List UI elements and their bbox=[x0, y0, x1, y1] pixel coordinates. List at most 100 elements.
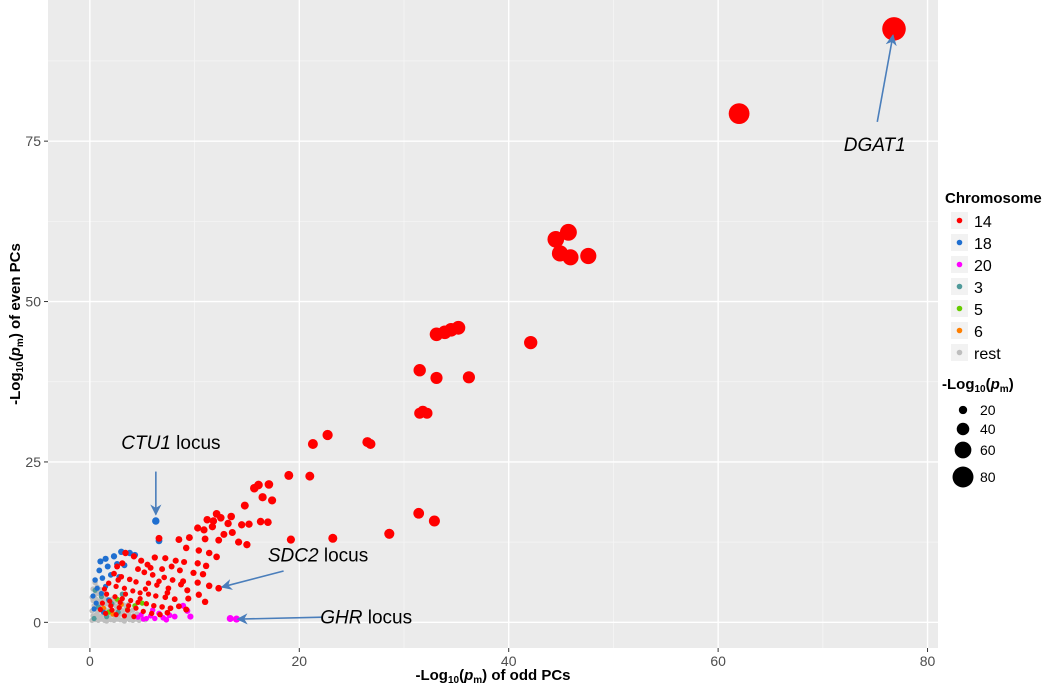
point-chr14 bbox=[176, 567, 183, 574]
point-chr14 bbox=[305, 471, 315, 481]
point-chr18 bbox=[91, 606, 97, 612]
point-chr14 bbox=[215, 584, 223, 592]
point-chr14 bbox=[175, 536, 183, 544]
point-chr18 bbox=[93, 600, 99, 606]
point-chr14 bbox=[133, 605, 139, 611]
point-chr14 bbox=[414, 407, 426, 419]
point-chr14 bbox=[104, 591, 110, 597]
point-chr14 bbox=[559, 223, 577, 241]
point-chr14 bbox=[728, 103, 750, 124]
plot-panel bbox=[48, 0, 938, 648]
point-chr14 bbox=[172, 557, 179, 564]
legend-key-20 bbox=[956, 261, 963, 268]
point-chr14 bbox=[126, 603, 132, 609]
point-chr14 bbox=[429, 327, 444, 342]
point-chr14 bbox=[190, 569, 197, 577]
point-chr14 bbox=[328, 533, 338, 543]
point-chr14 bbox=[153, 593, 159, 599]
point-chr14 bbox=[109, 607, 115, 613]
point-chr18 bbox=[102, 555, 109, 562]
point-chr14 bbox=[365, 439, 376, 449]
legend-size-key-80 bbox=[952, 466, 974, 488]
annotation-arrow bbox=[236, 613, 323, 625]
point-chr14 bbox=[245, 520, 253, 528]
point-chr14 bbox=[264, 480, 274, 489]
point-chr20 bbox=[140, 616, 146, 622]
point-chr14 bbox=[121, 613, 127, 619]
legend: Chromosome 14 18 20 3 5 6 rest -Log10(pm) 20 40 60 8… bbox=[942, 190, 1042, 488]
point-chr14 bbox=[141, 569, 148, 576]
point-chr14 bbox=[107, 598, 113, 604]
point-chr14 bbox=[130, 553, 138, 560]
point-chrrest bbox=[121, 618, 127, 624]
point-chr14 bbox=[227, 512, 236, 521]
annotation-label: SDC2 locus bbox=[268, 545, 368, 566]
point-chr14 bbox=[205, 582, 213, 590]
point-chr14 bbox=[243, 541, 251, 549]
point-chr14 bbox=[430, 371, 443, 384]
point-chr14 bbox=[256, 517, 265, 526]
point-chr14 bbox=[151, 602, 157, 609]
legend-size-key-20 bbox=[958, 405, 968, 415]
point-chr14 bbox=[215, 536, 223, 544]
point-chr14 bbox=[111, 570, 117, 577]
point-chr14 bbox=[149, 572, 156, 578]
x-tick-label: 0 bbox=[86, 653, 94, 669]
point-chr14 bbox=[194, 579, 201, 586]
point-chr14 bbox=[125, 607, 131, 613]
point-chr18 bbox=[96, 567, 103, 574]
point-chr14 bbox=[142, 586, 149, 592]
point-chr20 bbox=[163, 616, 170, 623]
legend-size-label-80: 80 bbox=[980, 469, 996, 485]
point-chr20 bbox=[226, 615, 234, 622]
point-chr14 bbox=[286, 535, 295, 544]
point-chr14 bbox=[156, 578, 162, 585]
point-chr14 bbox=[182, 544, 190, 552]
point-chr14 bbox=[126, 576, 133, 583]
point-chr14 bbox=[462, 371, 475, 384]
legend-size-label-20: 20 bbox=[980, 402, 996, 418]
point-chr14 bbox=[108, 603, 114, 609]
point-chr14 bbox=[183, 606, 190, 613]
point-chr14 bbox=[250, 483, 259, 493]
point-chr14 bbox=[203, 515, 211, 524]
point-chr18 bbox=[152, 517, 160, 525]
point-chr14 bbox=[121, 585, 128, 591]
point-chr14 bbox=[113, 583, 119, 590]
point-chr14 bbox=[384, 528, 395, 539]
point-chr14 bbox=[128, 597, 134, 604]
point-chr14 bbox=[137, 590, 143, 596]
point-chr14 bbox=[143, 601, 150, 607]
point-chr14 bbox=[201, 535, 209, 543]
point-chr14 bbox=[240, 501, 249, 510]
legend-key-5 bbox=[956, 305, 963, 312]
point-chr14 bbox=[171, 596, 178, 603]
point-chr14 bbox=[122, 591, 129, 597]
point-chr14 bbox=[135, 599, 141, 606]
point-chr14 bbox=[202, 562, 210, 570]
axis-ticks: 0 20 40 60 80 0 25 50 75 bbox=[25, 133, 935, 669]
point-chr14 bbox=[235, 538, 243, 546]
point-chr14 bbox=[113, 612, 119, 618]
point-chr20 bbox=[187, 613, 194, 620]
point-chr14 bbox=[130, 588, 136, 594]
legend-key-3 bbox=[956, 283, 963, 290]
legend-label-6: 6 bbox=[974, 324, 983, 341]
legend-key-18 bbox=[956, 239, 963, 246]
point-chr18 bbox=[90, 593, 96, 599]
annotation-label: GHR locus bbox=[320, 608, 412, 629]
point-chr14 bbox=[167, 605, 174, 612]
point-chr14 bbox=[144, 561, 151, 568]
x-tick-label: 40 bbox=[501, 653, 517, 669]
legend-size-key-60 bbox=[954, 441, 972, 459]
y-tick-label: 50 bbox=[25, 294, 41, 310]
point-chr14 bbox=[413, 364, 426, 377]
point-chr14 bbox=[209, 517, 218, 525]
y-axis-title: -Log10(pm) of even PCs bbox=[7, 243, 26, 405]
point-chr14 bbox=[213, 553, 220, 561]
point-chr14 bbox=[162, 594, 169, 601]
point-chr14 bbox=[178, 581, 184, 588]
axis-titles: -Log10(pm) of odd PCs -Log10(pm) of even … bbox=[7, 243, 571, 685]
legend-size-title: -Log10(pm) bbox=[942, 376, 1014, 395]
